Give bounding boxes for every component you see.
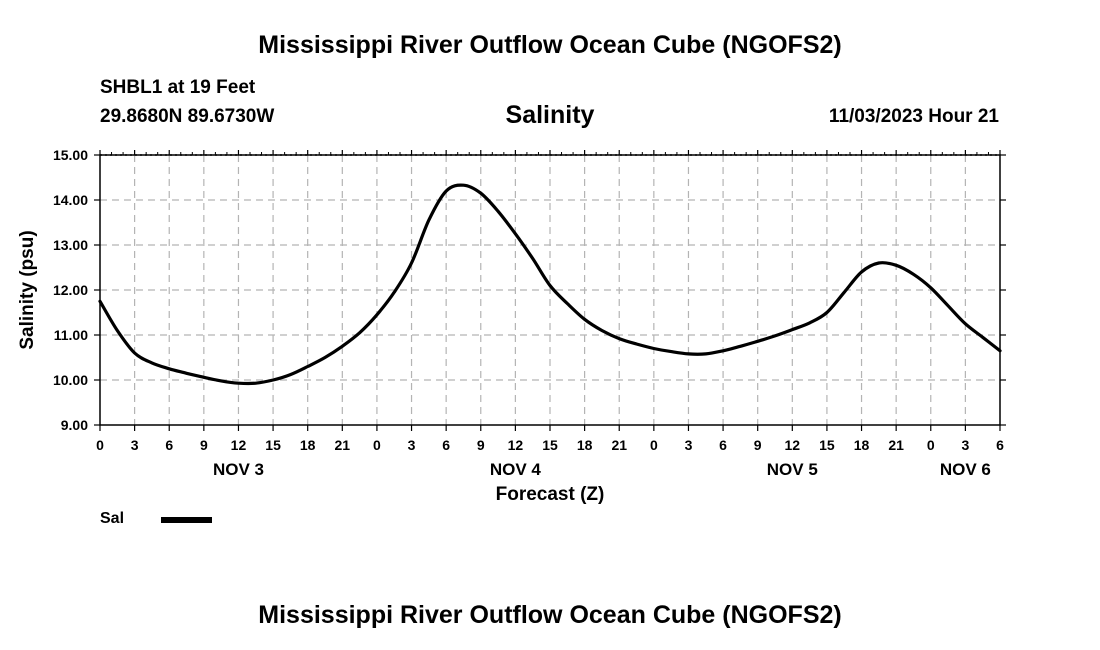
legend-label: Sal: [100, 510, 124, 528]
x-tick-label: 0: [927, 437, 935, 453]
y-tick-label: 10.00: [53, 372, 88, 388]
day-labels: NOV 3 NOV 4 NOV 5 NOV 6: [213, 460, 991, 479]
x-tick-label: 9: [754, 437, 762, 453]
x-tick-label: 0: [373, 437, 381, 453]
x-tick-label: 12: [508, 437, 524, 453]
y-tick-label: 13.00: [53, 237, 88, 253]
x-tick-label: 9: [477, 437, 485, 453]
y-axis-label: Salinity (psu): [17, 230, 38, 349]
x-tick-label: 12: [231, 437, 247, 453]
x-tick-label: 12: [785, 437, 801, 453]
x-tick-label: 15: [265, 437, 281, 453]
x-tick-label: 3: [685, 437, 693, 453]
x-tick-label: 0: [96, 437, 104, 453]
day-label: NOV 6: [940, 460, 991, 479]
y-tick-label: 9.00: [61, 417, 88, 433]
x-tick-label: 18: [577, 437, 593, 453]
y-tick-label: 14.00: [53, 192, 88, 208]
salinity-chart: 9.00 10.00 11.00 12.00 13.00 14.00 15.00 0 3 6 9 1…: [0, 0, 1100, 650]
x-tick-label: 21: [611, 437, 627, 453]
x-tick-label: 15: [542, 437, 558, 453]
x-tick-label: 21: [335, 437, 351, 453]
x-tick-label: 9: [200, 437, 208, 453]
x-axis-label: Forecast (Z): [496, 484, 605, 505]
day-label: NOV 4: [490, 460, 542, 479]
x-tick-label: 18: [854, 437, 870, 453]
x-tick-label: 6: [442, 437, 450, 453]
x-tick-label: 6: [996, 437, 1004, 453]
day-label: NOV 3: [213, 460, 264, 479]
x-tick-label: 3: [961, 437, 969, 453]
legend-line-swatch: [161, 517, 212, 523]
y-tick-label: 11.00: [54, 327, 88, 343]
x-tick-label: 3: [131, 437, 139, 453]
y-tick-label: 15.00: [53, 147, 88, 163]
x-tick-label: 15: [819, 437, 835, 453]
x-tick-label: 18: [300, 437, 316, 453]
day-label: NOV 5: [767, 460, 818, 479]
x-tick-label: 3: [408, 437, 416, 453]
x-tick-labels: 0 3 6 9 12 15 18 21 0 3 6 9 12 15 18 21 0 3 6 9 12 15 18 21 0 3 6: [96, 437, 1004, 453]
x-tick-label: 6: [719, 437, 727, 453]
x-tick-label: 21: [888, 437, 904, 453]
y-tick-label: 12.00: [53, 282, 88, 298]
y-tick-labels: 9.00 10.00 11.00 12.00 13.00 14.00 15.00: [53, 147, 88, 433]
footer-title: Mississippi River Outflow Ocean Cube (NG…: [0, 601, 1100, 630]
x-tick-label: 6: [165, 437, 173, 453]
x-tick-label: 0: [650, 437, 658, 453]
